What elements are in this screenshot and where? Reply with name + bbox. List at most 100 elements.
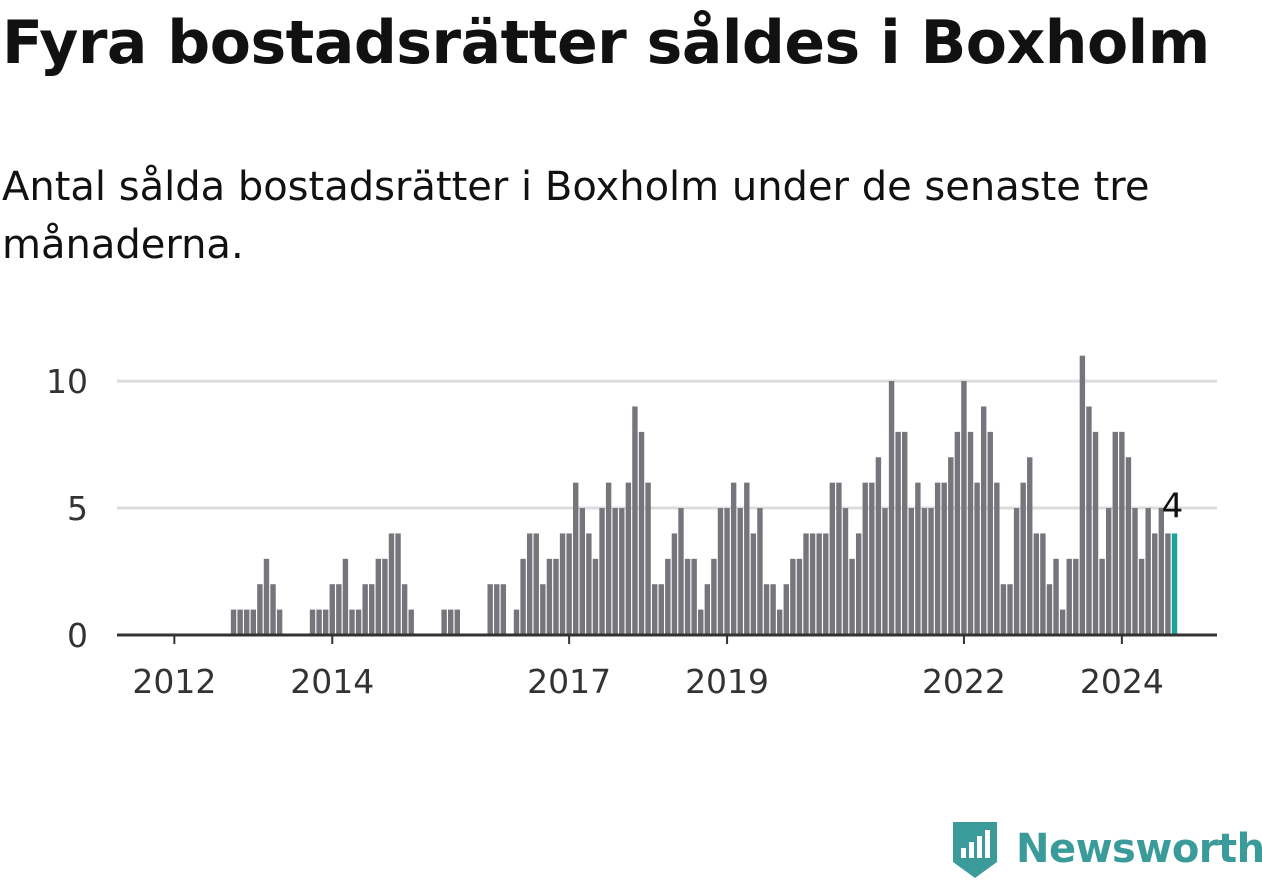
bar	[1145, 508, 1151, 635]
bar	[559, 533, 566, 635]
bar	[612, 508, 618, 635]
bar	[1106, 508, 1112, 635]
bar	[342, 558, 349, 635]
bar	[632, 406, 638, 635]
bar	[230, 609, 237, 635]
x-tick-label: 2022	[922, 662, 1006, 701]
bar	[533, 533, 539, 635]
bar	[783, 584, 789, 635]
bar	[316, 609, 322, 635]
bar	[1165, 533, 1171, 635]
bar	[579, 508, 585, 635]
bar	[928, 508, 934, 635]
bar	[395, 533, 401, 635]
bar	[875, 457, 882, 635]
bar	[961, 381, 967, 635]
bar	[369, 584, 375, 635]
bar	[619, 508, 625, 635]
bar	[842, 508, 849, 635]
bar	[1079, 355, 1086, 635]
highlight-value-label: 4	[1162, 486, 1184, 526]
bar	[592, 558, 599, 635]
bar	[1138, 558, 1145, 635]
bar	[448, 609, 454, 635]
bar	[375, 558, 382, 635]
bar	[684, 558, 691, 635]
bar	[1046, 584, 1053, 635]
bar	[237, 609, 243, 635]
bar	[408, 609, 414, 635]
bar	[1053, 558, 1059, 635]
bar	[921, 508, 928, 635]
bar	[790, 558, 796, 635]
bar	[553, 558, 559, 635]
bar	[934, 482, 941, 635]
bar	[1119, 431, 1125, 635]
bar	[540, 584, 546, 635]
bar	[855, 533, 862, 635]
bar	[711, 558, 717, 635]
bar	[915, 482, 921, 635]
bar	[362, 584, 368, 635]
bar	[1152, 533, 1158, 635]
bar	[1158, 508, 1165, 635]
bar	[1059, 609, 1066, 635]
bar	[605, 482, 612, 635]
bar	[599, 508, 605, 635]
bar	[625, 482, 632, 635]
bar	[665, 558, 671, 635]
bar	[994, 482, 1000, 635]
y-tick-label: 0	[67, 616, 88, 655]
bar	[573, 482, 579, 635]
bar	[862, 482, 868, 635]
bar	[902, 431, 908, 635]
bar	[645, 482, 651, 635]
bar	[329, 584, 335, 635]
bar	[1132, 508, 1138, 635]
bar	[763, 584, 770, 635]
bar	[724, 508, 730, 635]
bar	[803, 533, 809, 635]
bar	[1033, 533, 1040, 635]
bar	[388, 533, 395, 635]
bar	[566, 533, 572, 635]
bar	[698, 609, 704, 635]
bar	[513, 609, 520, 635]
bar	[1125, 457, 1132, 635]
chart-title: Fyra bostadsrätter såldes i Boxholm	[2, 8, 1210, 78]
bar	[1013, 508, 1020, 635]
bar	[704, 584, 711, 635]
bar	[586, 533, 592, 635]
x-tick-label: 2019	[685, 662, 769, 701]
brand-name: Newsworthy	[1016, 826, 1262, 872]
bar	[1027, 457, 1033, 635]
bar	[276, 609, 283, 635]
bar	[349, 609, 355, 635]
bar	[520, 558, 526, 635]
bar	[737, 508, 743, 635]
bar	[500, 584, 507, 635]
bar	[355, 609, 362, 635]
bar	[1000, 584, 1007, 635]
bar	[809, 533, 816, 635]
bar	[750, 533, 757, 635]
bar	[691, 558, 697, 635]
bar	[954, 431, 961, 635]
bar	[908, 508, 914, 635]
bar	[678, 508, 684, 635]
bar	[382, 558, 388, 635]
bar	[757, 508, 763, 635]
bar	[658, 584, 664, 635]
bar	[638, 431, 645, 635]
bar	[441, 609, 447, 635]
bar	[717, 508, 724, 635]
bar	[1020, 482, 1026, 635]
bar	[882, 508, 888, 635]
brand-logo[interactable]: Newsworthy	[950, 818, 1262, 880]
bar	[1040, 533, 1046, 635]
bar	[980, 406, 987, 635]
bar	[796, 558, 803, 635]
bar	[770, 584, 776, 635]
bar	[1066, 558, 1072, 635]
x-tick-label: 2024	[1080, 662, 1164, 701]
